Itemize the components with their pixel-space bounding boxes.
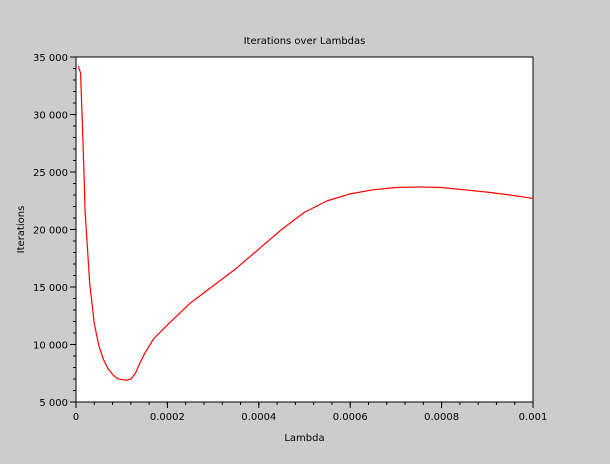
- series-point: [327, 200, 328, 201]
- y-tick-label: 30 000: [33, 111, 68, 122]
- series-point: [80, 73, 81, 74]
- y-tick-label: 20 000: [33, 226, 68, 237]
- x-tick-labels: 0 0.0002 0.0004 0.0006 0.0008 0.001: [73, 412, 548, 423]
- x-tick-label: 0.0002: [150, 412, 185, 423]
- series-point: [135, 373, 136, 374]
- series-point: [235, 268, 236, 269]
- series-point: [533, 198, 534, 199]
- series-line: [77, 66, 534, 381]
- series-point: [103, 359, 104, 360]
- series-point: [167, 324, 168, 325]
- series-point: [487, 192, 488, 193]
- x-tick-label: 0: [73, 412, 79, 423]
- series-point: [139, 362, 140, 363]
- series-point: [190, 303, 191, 304]
- y-tick-label: 10 000: [33, 341, 68, 352]
- y-tick-label: 35 000: [33, 53, 68, 64]
- y-tick-label: 15 000: [33, 283, 68, 294]
- series-point: [373, 189, 374, 190]
- series-point: [121, 379, 122, 380]
- series-point: [418, 186, 419, 187]
- series-layer: [77, 66, 534, 381]
- series-point: [89, 283, 90, 284]
- series-point: [82, 137, 83, 138]
- series-point: [126, 380, 127, 381]
- plot-frame: [75, 56, 534, 403]
- series-point: [258, 249, 259, 250]
- series-point: [350, 193, 351, 194]
- x-tick-label: 0.0004: [241, 412, 276, 423]
- series-point: [85, 212, 86, 213]
- series-point: [464, 189, 465, 190]
- series-point: [112, 374, 113, 375]
- y-axis-label: Iterations: [16, 206, 27, 254]
- series-point: [281, 229, 282, 230]
- series-point: [117, 378, 118, 379]
- x-tick-label: 0.0008: [424, 412, 459, 423]
- series-point: [98, 345, 99, 346]
- y-tick-labels: 5 000 10 000 15 000 20 000 25 000 30 000 35 00…: [33, 53, 68, 409]
- x-axis-label: Lambda: [284, 433, 324, 444]
- plot-area: [76, 57, 533, 402]
- series-point: [213, 285, 214, 286]
- series-point: [78, 66, 79, 67]
- series-point: [144, 353, 145, 354]
- series-point: [510, 195, 511, 196]
- y-tick-label: 25 000: [33, 168, 68, 179]
- series-point: [94, 323, 95, 324]
- x-tick-label: 0.001: [519, 412, 548, 423]
- major-ticks: [70, 56, 534, 408]
- series-point: [107, 368, 108, 369]
- series-point: [304, 212, 305, 213]
- series-point: [130, 379, 131, 380]
- series-point: [441, 187, 442, 188]
- chart-title: Iterations over Lambdas: [244, 36, 366, 47]
- series-point: [395, 187, 396, 188]
- y-tick-label: 5 000: [39, 398, 68, 409]
- x-tick-label: 0.0006: [333, 412, 368, 423]
- series-point: [153, 338, 154, 339]
